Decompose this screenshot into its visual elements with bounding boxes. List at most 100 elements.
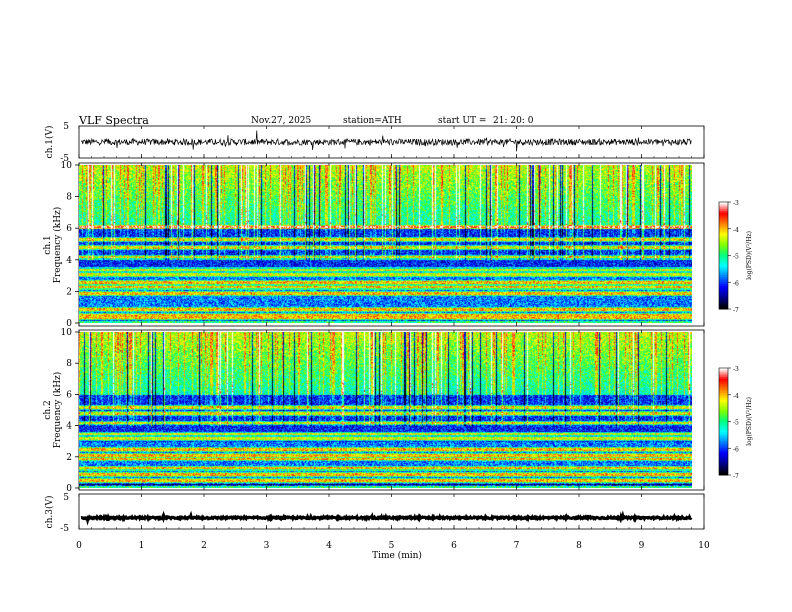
ch1-colorbar-segment: [719, 223, 728, 226]
ch1-freq-tick-label: 2: [66, 287, 72, 297]
ch1-colorbar-tick-label: -5: [733, 254, 739, 261]
ch2-colorbar-segment: [719, 387, 728, 390]
ch2-colorbar-segment: [719, 417, 728, 421]
time-tick-label: 7: [514, 541, 520, 551]
ch2-colorbar-segment: [719, 410, 728, 414]
ch1-colorbar-segment: [719, 276, 728, 280]
ch1-waveform-ylabel: ch.1(V): [44, 126, 55, 159]
ch1-colorbar-segment: [719, 267, 728, 271]
ch2-colorbar-segment: [719, 371, 728, 374]
ch2-freq-tick-label: 6: [66, 390, 72, 400]
ch1-colorbar-segment: [719, 282, 728, 285]
ch2-colorbar-segment: [719, 384, 728, 387]
ch1-colorbar-segment: [719, 214, 728, 217]
ch1-colorbar-segment: [719, 284, 728, 287]
header-station: station=ATH: [343, 116, 402, 126]
ch2-colorbar-segment: [719, 373, 728, 376]
ch1-colorbar-segment: [719, 303, 728, 306]
time-tick-label: 5: [389, 541, 395, 551]
ch1-colorbar-segment: [719, 210, 728, 214]
ch3-waveform-panel: ch.3(V) 5 -5: [44, 493, 705, 534]
ch2-colorbar-segment: [719, 423, 728, 426]
ch2-spectrogram-ylabel: Frequency (kHz): [52, 372, 63, 449]
ch2-colorbar-tick-label: -6: [733, 446, 739, 453]
ch2-colorbar-segment: [719, 444, 728, 447]
ch1-colorbar-segment: [719, 260, 728, 264]
ch2-colorbar-segment: [719, 451, 728, 455]
ch1-colorbar-segment: [719, 264, 728, 267]
ch2-colorbar-segment: [719, 441, 728, 444]
ch1-waveform-line: [80, 130, 692, 152]
ch1-freq-tick-label: 10: [61, 161, 73, 171]
ch1-colorbar-segment: [719, 243, 728, 246]
ch2-colorbar-segment: [719, 416, 728, 419]
ch2-colorbar-segment: [719, 450, 728, 453]
ch1-colorbar-segment: [719, 251, 728, 255]
ch1-colorbar-segment: [719, 262, 728, 265]
ch1-freq-tick-label: 4: [66, 256, 72, 266]
ch2-colorbar-segment: [719, 464, 728, 467]
header-start-time: 21: 20: 0: [493, 116, 534, 126]
ch1-colorbar-segment: [719, 246, 728, 249]
ch2-colorbar-segment: [719, 398, 728, 401]
ch1-ytick-bottom: -5: [60, 154, 69, 164]
ch2-colorbar-tick-label: -3: [733, 366, 739, 373]
ch3-ytick-bottom: -5: [60, 524, 69, 534]
ch2-colorbar-segment: [719, 391, 728, 394]
ch2-colorbar-segment: [719, 462, 728, 465]
ch2-freq-tick-label: 10: [61, 328, 73, 338]
ch1-freq-tick-label: 6: [66, 224, 72, 234]
ch1-colorbar-segment: [719, 230, 728, 233]
ch1-colorbar-segment: [719, 266, 728, 269]
ch1-spectrogram-panel: ch.1 Frequency (kHz): [43, 162, 705, 327]
ch2-colorbar-segment: [719, 448, 728, 451]
time-tick-label: 4: [326, 541, 332, 551]
ch1-colorbar-segment: [719, 212, 728, 215]
ch1-colorbar-segment: [719, 218, 728, 221]
ch1-colorbar-segment: [719, 241, 728, 244]
ch2-colorbar-segment: [719, 414, 728, 417]
ch2-spectrogram-panel: ch.2 Frequency (kHz): [43, 329, 705, 491]
ch1-colorbar-segment: [719, 280, 728, 283]
ch2-colorbar-segment: [719, 419, 728, 422]
ch1-colorbar-segment: [719, 257, 728, 260]
ch1-colorbar-segment: [719, 292, 728, 296]
ch1-colorbar-segment: [719, 239, 728, 242]
ch2-colorbar-label: log(PSD)(V²/Hz): [746, 397, 753, 446]
ch2-colorbar-segment: [719, 457, 728, 460]
ch2-colorbar-segment: [719, 389, 728, 392]
ch1-colorbar-segment: [719, 234, 728, 237]
ch1-colorbar-segment: [719, 219, 728, 223]
ch2-colorbar-segment: [719, 455, 728, 458]
header-date: Nov.27, 2025: [251, 116, 312, 126]
ch1-colorbar-segment: [719, 237, 728, 240]
ch2-colorbar-segment: [719, 380, 728, 383]
time-tick-label: 0: [76, 541, 82, 551]
ch3-ytick-top: 5: [63, 493, 69, 503]
ch1-colorbar-segment: [719, 216, 728, 219]
ch1-colorbar-segment: [719, 305, 728, 308]
ch3-waveform-frame: [78, 493, 705, 530]
ch2-colorbar-segment: [719, 394, 728, 398]
ch1-colorbar-segment: [719, 235, 728, 239]
time-tick-label: 1: [139, 541, 145, 551]
time-tick-label: 9: [639, 541, 645, 551]
ch2-colorbar-segment: [719, 403, 728, 406]
ch1-colorbar-segment: [719, 269, 728, 273]
ch1-colorbar-tick-label: -7: [733, 307, 739, 314]
time-tick-label: 2: [201, 541, 207, 551]
ch2-colorbar-tick-label: -7: [733, 473, 739, 480]
ch1-colorbar-segment: [719, 207, 728, 210]
ch1-colorbar-segment: [719, 232, 728, 235]
time-tick-label: 10: [698, 541, 710, 551]
ch1-colorbar-segment: [719, 255, 728, 258]
ch2-colorbar-segment: [719, 405, 728, 408]
ch1-spectrogram-ylabel: Frequency (kHz): [52, 207, 63, 284]
ch2-colorbar-segment: [719, 369, 728, 373]
ch2-colorbar-segment: [719, 392, 728, 396]
ch1-colorbar-segment: [719, 248, 728, 251]
ch2-colorbar: -3 -4 -5 -6 -7 log(PSD)(V²/Hz): [718, 366, 753, 480]
ch2-spectrogram-image: [79, 332, 692, 488]
ch1-freq-tick-label: 8: [66, 193, 72, 203]
